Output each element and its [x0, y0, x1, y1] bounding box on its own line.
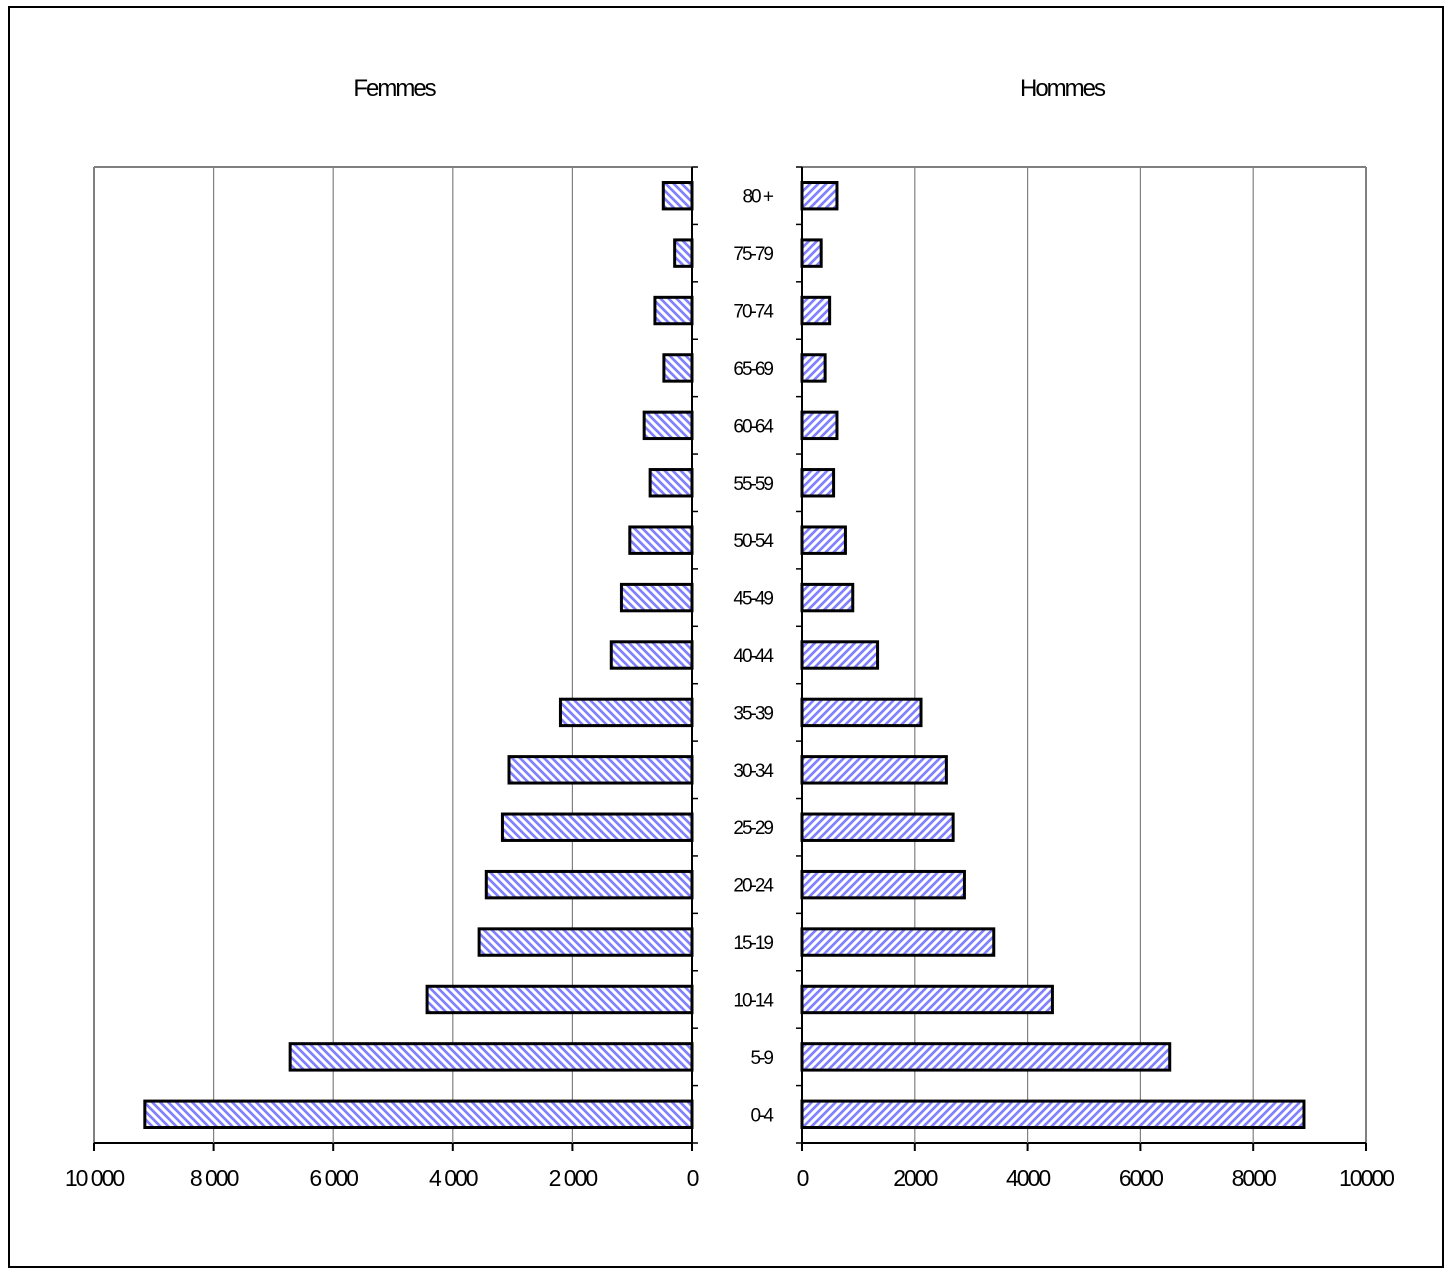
femmes-bar-10-14: [425, 984, 694, 1015]
age-group-label: 50-54: [733, 531, 774, 552]
age-group-label: 70-74: [733, 302, 774, 323]
femmes-bar-50-54: [628, 525, 694, 555]
axis-ticks: [93, 166, 1367, 1151]
femmes-x-tick-label: 8 000: [190, 1165, 239, 1191]
femmes-bar-60-64: [642, 410, 694, 441]
hommes-bar-50-54: [800, 525, 847, 555]
hommes-x-tick-label: 6000: [1119, 1165, 1163, 1191]
hommes-plot-area: [801, 166, 1367, 1144]
bars: [143, 181, 1306, 1129]
age-group-label: 5-9: [751, 1048, 774, 1069]
hommes-bar-45-49: [800, 582, 855, 613]
femmes-bar-65-69: [662, 353, 694, 383]
femmes-bar-40-44: [609, 640, 694, 670]
hommes-bar-65-69: [800, 353, 827, 383]
age-group-label: 20-24: [733, 876, 774, 897]
hommes-bar-20-24: [800, 869, 966, 900]
hommes-bar-15-19: [800, 927, 996, 957]
hommes-x-tick-label: 4000: [1006, 1165, 1050, 1191]
hommes-panel-title: Hommes: [1020, 75, 1106, 102]
hommes-bar-0-4: [800, 1099, 1306, 1129]
hommes-bar-25-29: [800, 812, 955, 842]
age-group-label: 10-14: [733, 990, 774, 1011]
age-group-label: 25-29: [733, 818, 773, 839]
hommes-bar-35-39: [800, 697, 923, 728]
hommes-bar-40-44: [800, 640, 880, 670]
femmes-bar-75-79: [673, 238, 694, 268]
gridlines: [213, 167, 1254, 1143]
age-group-label: 60-64: [733, 416, 774, 437]
femmes-bar-35-39: [558, 697, 694, 728]
hommes-x-tick-label: 8000: [1232, 1165, 1276, 1191]
femmes-bar-55-59: [648, 468, 694, 498]
population-pyramid-chart: Femmes Hommes 10 000 8 000 6 000 4 000 2 000…: [65, 75, 1396, 1191]
femmes-bar-20-24: [484, 869, 694, 900]
femmes-bar-25-29: [500, 812, 694, 842]
femmes-bar-5-9: [288, 1042, 694, 1072]
hommes-bar-60-64: [800, 410, 839, 441]
hommes-bar-80+: [800, 181, 839, 211]
hommes-bar-75-79: [800, 238, 823, 268]
femmes-x-tick-label: 2 000: [549, 1165, 598, 1191]
age-group-label: 0-4: [751, 1105, 775, 1126]
femmes-panel-title: Femmes: [353, 75, 436, 102]
hommes-bar-70-74: [800, 295, 832, 326]
hommes-bar-5-9: [800, 1042, 1172, 1072]
femmes-x-tick-label: 6 000: [309, 1165, 358, 1191]
labels: 10 000 8 000 6 000 4 000 2 000 0 0 2000 4000 6000…: [65, 187, 1396, 1191]
age-group-label: 30-34: [733, 761, 774, 782]
hommes-bar-55-59: [800, 468, 836, 498]
femmes-x-tick-label: 4 000: [429, 1165, 478, 1191]
age-group-label: 55-59: [733, 474, 773, 495]
age-group-label: 65-69: [733, 359, 773, 380]
hommes-x-tick-label: 0: [797, 1165, 809, 1191]
femmes-bar-45-49: [619, 582, 694, 613]
hommes-x-tick-label: 2000: [893, 1165, 937, 1191]
age-group-label: 40-44: [733, 646, 774, 667]
femmes-bar-15-19: [477, 927, 694, 957]
age-group-label: 75-79: [733, 244, 773, 265]
age-group-label: 45-49: [733, 589, 773, 610]
femmes-x-tick-label: 10 000: [65, 1165, 125, 1191]
femmes-bar-70-74: [653, 295, 694, 326]
femmes-bar-0-4: [143, 1099, 694, 1129]
femmes-x-tick-label: 0: [687, 1165, 699, 1191]
chart-frame: Femmes Hommes 10 000 8 000 6 000 4 000 2 000…: [8, 6, 1444, 1268]
hommes-x-tick-label: 10000: [1339, 1165, 1394, 1191]
age-group-label: 35-39: [733, 703, 773, 724]
age-group-label: 15-19: [733, 933, 773, 954]
femmes-bar-80+: [661, 181, 694, 211]
femmes-bar-30-34: [507, 755, 694, 785]
hommes-bar-30-34: [800, 755, 948, 785]
age-group-label: 80 +: [742, 187, 773, 208]
hommes-bar-10-14: [800, 984, 1054, 1015]
